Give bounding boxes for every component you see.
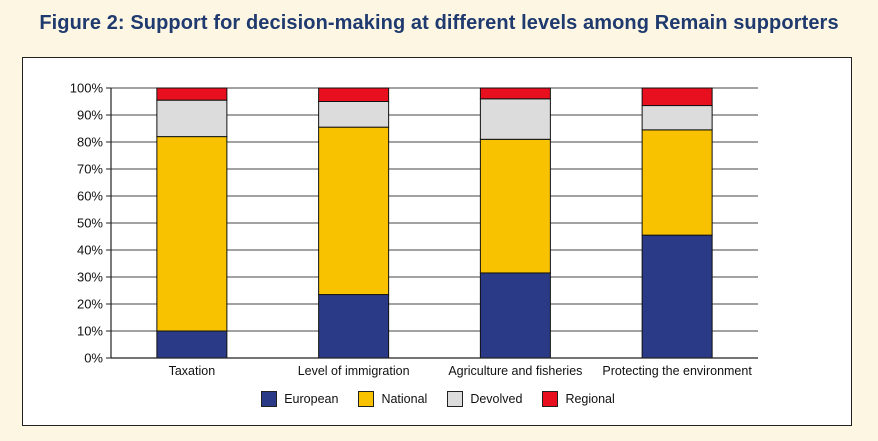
y-tick-label: 30% (77, 270, 103, 285)
bar-european (156, 330, 228, 359)
legend-item-regional: Regional (542, 391, 615, 407)
bar-devolved (479, 98, 551, 140)
chart-legend: European National Devolved Regional (23, 391, 853, 407)
x-category-label: Agriculture and fisheries (448, 364, 582, 378)
chart-panel: 0% 10% 20% 30% 40% 50% 60% 70% 80% 90% 100% Taxatio… (22, 57, 852, 426)
bar-regional (156, 87, 228, 101)
legend-label: Devolved (470, 392, 523, 406)
y-tick-label: 80% (77, 135, 103, 150)
legend-swatch (542, 391, 559, 407)
legend-item-national: National (358, 391, 427, 407)
legend-item-european: European (261, 391, 338, 407)
y-tick-label: 40% (77, 243, 103, 258)
legend-swatch (261, 391, 278, 407)
bar-regional (318, 87, 390, 102)
legend-swatch (358, 391, 375, 407)
y-tick-label: 50% (77, 216, 103, 231)
bar-devolved (318, 101, 390, 128)
legend-label: European (284, 392, 339, 406)
bar-devolved (641, 105, 713, 131)
bar-national (479, 138, 551, 274)
y-tick-label: 100% (70, 81, 104, 96)
y-tick-label: 60% (77, 189, 103, 204)
bar-national (318, 126, 390, 296)
x-category-label: Level of immigration (298, 364, 410, 378)
stacked-bar-chart: 0% 10% 20% 30% 40% 50% 60% 70% 80% 90% 100% Taxatio… (70, 81, 758, 378)
legend-label: National (381, 392, 428, 406)
legend-swatch (447, 391, 464, 407)
bar-european (479, 272, 551, 359)
bar-national (641, 129, 713, 236)
x-category-label: Taxation (169, 364, 216, 378)
bar-devolved (156, 99, 228, 138)
bar-regional (479, 87, 551, 100)
bar-european (318, 294, 390, 359)
y-tick-label: 0% (84, 351, 103, 366)
y-tick-label: 70% (77, 162, 103, 177)
figure-title: Figure 2: Support for decision-making at… (39, 12, 839, 34)
y-tick-label: 10% (77, 324, 103, 339)
bar-regional (641, 87, 713, 107)
bar-european (641, 234, 713, 359)
y-tick-label: 90% (77, 108, 103, 123)
legend-item-devolved: Devolved (447, 391, 522, 407)
legend-label: Regional (565, 392, 615, 406)
bar-national (156, 136, 228, 332)
y-tick-label: 20% (77, 297, 103, 312)
x-category-label: Protecting the environment (602, 364, 752, 378)
